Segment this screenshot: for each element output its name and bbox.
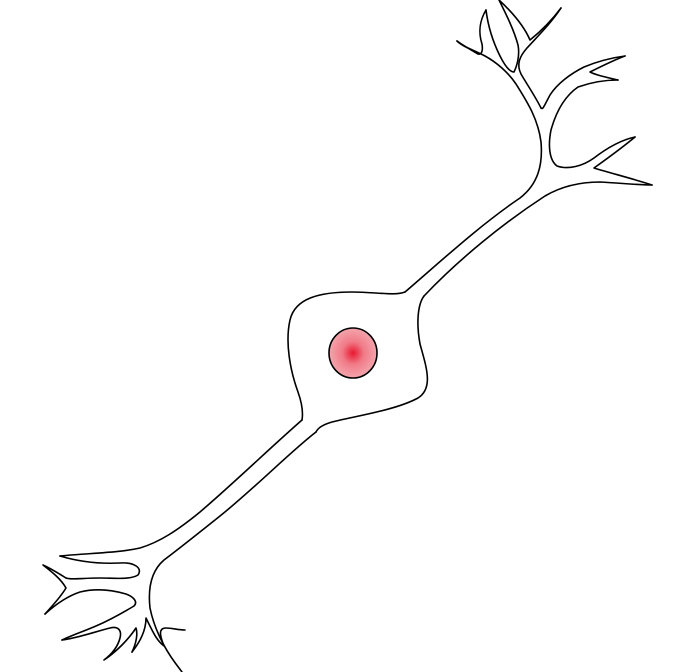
upper-branch-right-lower: [593, 136, 653, 186]
lower-dendrites: [42, 419, 317, 672]
lower-twig-bottom-right: [131, 617, 186, 653]
upper-stem-left-edge: [404, 40, 543, 293]
lower-twig-left: [42, 564, 67, 615]
upper-stem-right-edge: [423, 181, 653, 297]
upper-dendrites: [404, 0, 653, 297]
upper-twig-right-inner: [540, 55, 626, 110]
upper-branch-middle-inner: [485, 0, 562, 73]
lower-stem-right-edge: [148, 431, 317, 672]
upper-twig-right: [589, 55, 626, 81]
upper-branch-middle: [518, 7, 562, 109]
nucleus: [328, 327, 378, 379]
lower-branch-left: [59, 555, 141, 580]
upper-branch-right-upper: [548, 79, 636, 169]
nucleus-shape: [328, 327, 378, 379]
upper-twig-left: [456, 9, 487, 55]
soma-outline-right: [315, 295, 429, 433]
lower-stem-left-edge: [59, 419, 303, 557]
cell-body: [287, 291, 429, 433]
soma-outline: [287, 291, 406, 421]
lower-twig-left-inner: [44, 589, 137, 641]
lower-twig-bottom: [61, 626, 138, 661]
